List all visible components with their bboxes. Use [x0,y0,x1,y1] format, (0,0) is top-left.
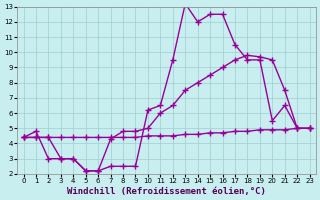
X-axis label: Windchill (Refroidissement éolien,°C): Windchill (Refroidissement éolien,°C) [67,187,266,196]
